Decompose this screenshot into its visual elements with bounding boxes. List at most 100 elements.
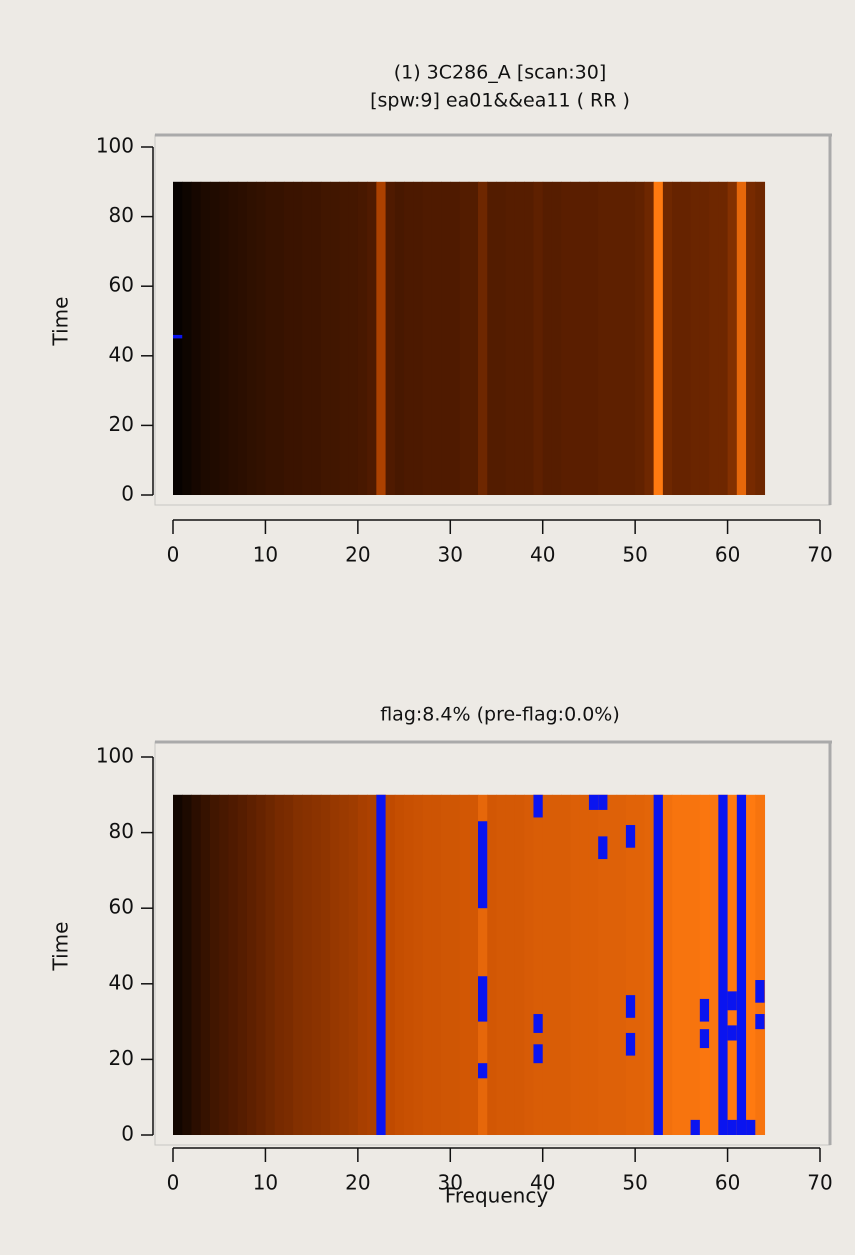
x-tick-label: 50 [622, 543, 647, 567]
heatmap-cell [330, 794, 340, 1135]
flag-cell [727, 1025, 737, 1041]
heatmap-cell [246, 794, 257, 1135]
heatmap-cell [727, 181, 738, 496]
flag-cell [690, 1119, 700, 1135]
heatmap-cell [431, 181, 442, 496]
heatmap-cell [653, 181, 664, 496]
heatmap-cell [422, 181, 433, 496]
heatmap-cell [422, 794, 433, 1135]
flag-cell [533, 1044, 543, 1064]
heatmap-cell [598, 181, 608, 496]
flag-cell [598, 794, 608, 810]
heatmap-cell [283, 794, 294, 1135]
heatmap-cell [755, 181, 766, 496]
heatmap-cell [357, 181, 368, 496]
heatmap-cell [450, 181, 461, 496]
heatmap-cell [709, 181, 719, 496]
y-tick-label: 40 [109, 342, 134, 366]
heatmap-cell [441, 181, 451, 496]
heatmap-cell [487, 794, 497, 1135]
heatmap-cell [200, 181, 211, 496]
flag-cell [736, 794, 747, 1135]
heatmap-cell [404, 181, 414, 496]
heatmap-cell [524, 181, 534, 496]
heatmap-cell [718, 181, 729, 496]
flag-cell [533, 794, 543, 818]
flag-cell [625, 1032, 636, 1056]
y-axis-label: Time [49, 922, 73, 972]
heatmap-cell [690, 794, 701, 1135]
heatmap-cell [709, 794, 719, 1135]
x-tick-label: 70 [807, 1171, 832, 1195]
heatmap-cell [441, 794, 451, 1135]
heatmap-cell [293, 794, 303, 1135]
x-axis-label: Frequency [445, 1184, 548, 1208]
flag-cell [376, 794, 386, 1135]
heatmap-cell [367, 181, 377, 496]
flag-cell [478, 821, 488, 909]
heatmap-cell [672, 794, 682, 1135]
flag-cell [625, 995, 636, 1018]
heatmap-cell [468, 794, 479, 1135]
heatmap-cell [588, 181, 599, 496]
flag-cell [598, 836, 608, 860]
y-tick-label: 100 [96, 134, 134, 158]
heatmap-cell [616, 181, 627, 496]
heatmap-cell [533, 794, 544, 1135]
heatmap-cell [690, 181, 701, 496]
heatmap-cell [450, 794, 461, 1135]
y-tick-label: 60 [109, 273, 134, 297]
heatmap-cell [561, 794, 571, 1135]
heatmap-cell [635, 794, 645, 1135]
heatmap-cell [588, 794, 599, 1135]
heatmap-cell [200, 794, 211, 1135]
heatmap-cell [746, 181, 756, 496]
flag-cell [755, 1014, 765, 1030]
heatmap-cell [376, 181, 387, 496]
x-tick-label: 30 [438, 543, 463, 567]
heatmap-cell [681, 794, 692, 1135]
x-tick-label: 20 [345, 1171, 370, 1195]
heatmap-cell [367, 794, 377, 1135]
x-tick-label: 10 [253, 1171, 278, 1195]
x-tick-label: 10 [253, 543, 278, 567]
heatmap-cell [311, 181, 322, 496]
heatmap-cell [598, 794, 608, 1135]
x-tick-label: 40 [530, 543, 555, 567]
heatmap-cell [348, 181, 359, 496]
heatmap-cell [662, 181, 673, 496]
heatmap-cell [514, 181, 525, 496]
flag-cell [699, 1029, 710, 1049]
heatmap-cell [219, 794, 229, 1135]
heatmap-cell [478, 181, 488, 496]
y-tick-label: 100 [96, 744, 134, 768]
heatmap-cell [228, 181, 239, 496]
heatmap-cell [209, 794, 220, 1135]
heatmap-cell [579, 794, 590, 1135]
heatmap-cell [339, 181, 350, 496]
heatmap-cell [228, 794, 239, 1135]
heatmap-cell [311, 794, 322, 1135]
heatmap-cell [736, 181, 747, 496]
heatmap-cell [542, 181, 553, 496]
chart-subtitle: [spw:9] ea01&&ea11 ( RR ) [370, 90, 630, 112]
y-tick-label: 20 [109, 1046, 134, 1070]
flag-cell [478, 1063, 488, 1079]
heatmap-cell [505, 794, 516, 1135]
heatmap-cell [274, 794, 285, 1135]
heatmap-cell [524, 794, 534, 1135]
heatmap-cell [219, 181, 229, 496]
heatmap-cell [302, 794, 313, 1135]
heatmap-cell [607, 794, 618, 1135]
heatmap-cell [644, 181, 655, 496]
heatmap-cell [505, 181, 516, 496]
x-tick-label: 20 [345, 543, 370, 567]
flag-cell [478, 976, 488, 1022]
heatmap-cell [302, 181, 313, 496]
heatmap-cell [459, 794, 470, 1135]
heatmap-cell [699, 181, 710, 496]
heatmap-cell [256, 181, 266, 496]
x-tick-label: 40 [530, 1171, 555, 1195]
